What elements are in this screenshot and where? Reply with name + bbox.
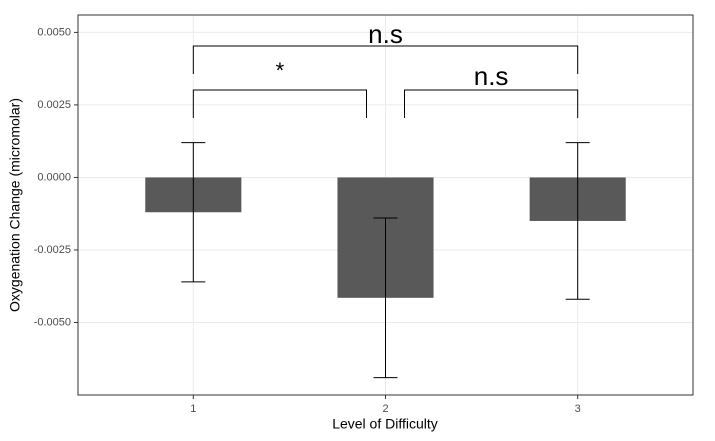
y-tick-label: 0.0050 [37, 26, 71, 38]
x-axis-title: Level of Difficulty [332, 416, 438, 432]
significance-label: * [276, 58, 285, 83]
y-tick-label: 0.0000 [37, 171, 71, 183]
error-bar [373, 217, 398, 379]
panel-border [77, 14, 694, 396]
x-tick-label: 2 [382, 403, 388, 415]
y-axis-title: Oxygenation Change (micromolar) [7, 98, 23, 312]
error-bar [565, 142, 590, 300]
x-tick-label: 1 [190, 403, 196, 415]
error-bar [181, 142, 206, 283]
significance-bracket [404, 89, 579, 118]
significance-bracket [192, 89, 367, 118]
significance-label: n.s [368, 19, 403, 49]
y-tick-label: -0.0050 [34, 316, 71, 328]
x-tick-label: 3 [575, 403, 581, 415]
y-tick-label: -0.0025 [34, 244, 71, 256]
significance-label: n.s [474, 61, 509, 91]
y-tick-label: 0.0025 [37, 99, 71, 111]
significance-bracket [192, 45, 579, 74]
